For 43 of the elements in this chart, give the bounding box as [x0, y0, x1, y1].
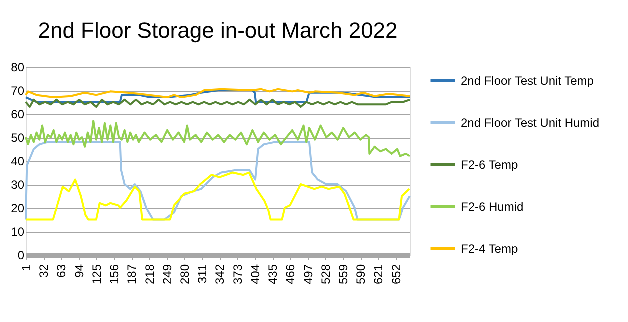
line-series: [25, 141, 411, 221]
x-tick-label: 497: [301, 264, 316, 285]
x-tick-label: 559: [336, 264, 350, 285]
y-tick-label: 40: [11, 154, 25, 168]
x-tick-label: 218: [142, 264, 157, 285]
x-tick-label: 32: [37, 264, 52, 278]
x-tick-label: 435: [266, 264, 280, 285]
x-tick-label: 125: [90, 264, 104, 285]
legend-label: F2-6 Temp: [461, 158, 518, 172]
chart-title: 2nd Floor Storage in-out March 2022: [38, 18, 398, 43]
x-tick-label: 621: [372, 264, 386, 285]
x-tick-label: 404: [248, 264, 262, 285]
x-tick-label: 156: [108, 264, 122, 285]
line-series: [25, 88, 411, 99]
line-series: [25, 90, 411, 104]
y-tick-label: 70: [11, 84, 25, 98]
y-tick-label: 20: [11, 202, 25, 216]
x-tick-label: 342: [213, 264, 228, 285]
x-tick-label: 63: [54, 264, 69, 278]
y-tick-label: 10: [11, 225, 25, 239]
y-tick-label: 60: [11, 108, 25, 122]
y-tick-label: 50: [11, 131, 25, 145]
legend-label: 2nd Floor Test Unit Humid: [461, 116, 600, 130]
y-tick-label: 30: [11, 178, 25, 192]
y-tick-label: 80: [11, 60, 25, 74]
x-tick-label: 528: [318, 264, 333, 285]
x-tick-label: 249: [160, 264, 174, 285]
line-series: [25, 172, 410, 221]
x-tick-label: 187: [125, 264, 140, 285]
legend-label: F2-4 Temp: [461, 242, 518, 256]
x-tick-label: 94: [72, 264, 86, 278]
x-tick-label: 1: [20, 264, 34, 272]
x-tick-label: 373: [230, 264, 245, 285]
line-series: [25, 98, 411, 108]
x-tick-label: 311: [196, 264, 210, 284]
legend-label: 2nd Floor Test Unit Temp: [461, 74, 594, 88]
legend-label: F2-6 Humid: [461, 200, 524, 214]
line-series: [25, 120, 411, 158]
x-tick-label: 466: [284, 264, 298, 285]
x-tick-label: 590: [354, 264, 368, 285]
x-tick-label: 652: [389, 264, 404, 285]
x-tick-label: 280: [178, 264, 192, 285]
y-tick-label: 0: [18, 248, 25, 262]
